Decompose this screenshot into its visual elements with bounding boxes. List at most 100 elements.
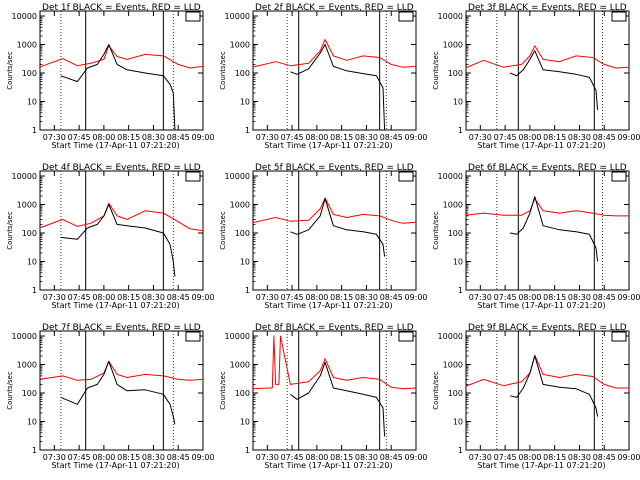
y-tick-label: 10: [27, 258, 37, 267]
y-axis-label: Counts/sec: [219, 211, 227, 250]
x-tick-label: 08:45: [380, 453, 403, 462]
y-tick-label: 100: [235, 389, 250, 398]
legend-box: [611, 11, 627, 22]
x-tick-label: 07:30: [43, 293, 66, 302]
series-lld-red: [39, 202, 204, 232]
x-axis-label: Start Time (17-Apr-11 07:21:20): [477, 461, 605, 470]
y-tick-label: 10: [27, 98, 37, 107]
y-tick-label: 1000: [230, 361, 250, 370]
y-tick-label: 10000: [225, 332, 250, 341]
x-tick-label: 08:15: [117, 133, 140, 142]
x-tick-label: 07:45: [494, 453, 517, 462]
y-tick-label: 100: [235, 229, 250, 238]
plot-frame: [252, 170, 417, 291]
y-tick-label: 1: [32, 446, 37, 455]
x-tick-label: 08:15: [543, 293, 566, 302]
y-tick-label: 1: [458, 126, 463, 135]
x-tick-label: 08:00: [518, 293, 541, 302]
x-tick-label: 08:45: [593, 293, 616, 302]
series-lld-red: [39, 360, 204, 381]
x-tick-label: 08:45: [593, 133, 616, 142]
x-tick-label: 07:45: [494, 133, 517, 142]
y-tick-label: 10: [453, 258, 463, 267]
legend-box: [185, 331, 201, 342]
series-lld-red: [465, 354, 629, 389]
y-tick-label: 100: [235, 69, 250, 78]
y-axis-label: Counts/sec: [6, 51, 14, 90]
plot-frame: [465, 170, 630, 291]
x-axis-label: Start Time (17-Apr-11 07:21:20): [51, 461, 179, 470]
series-events-black: [509, 50, 599, 111]
y-axis-label: Counts/sec: [6, 211, 14, 250]
y-axis-label: Counts/sec: [432, 51, 440, 90]
plot-frame: [252, 10, 417, 131]
y-axis-label: Counts/sec: [219, 51, 227, 90]
x-tick-label: 08:45: [167, 453, 190, 462]
series-events-black: [60, 360, 176, 425]
panel-3: Det 3f BLACK = Events, RED = LLD Counts/s…: [432, 3, 640, 150]
x-axis-label: Start Time (17-Apr-11 07:21:20): [264, 301, 392, 310]
legend-box: [398, 331, 414, 342]
x-tick-label: 07:45: [68, 453, 91, 462]
x-tick-label: 09:00: [191, 293, 214, 302]
y-tick-label: 10: [453, 418, 463, 427]
y-axis-label: Counts/sec: [432, 211, 440, 250]
x-tick-label: 07:45: [68, 293, 91, 302]
series-events-black: [60, 204, 176, 277]
panel-title: Det 4f BLACK = Events, RED = LLD: [42, 163, 201, 173]
y-tick-label: 1000: [230, 201, 250, 210]
legend-box: [185, 11, 201, 22]
x-tick-label: 08:45: [380, 293, 403, 302]
series-events-black: [290, 198, 386, 257]
plot-frame: [39, 10, 204, 131]
y-axis-label: Counts/sec: [6, 371, 14, 410]
panel-5: Det 5f BLACK = Events, RED = LLD Counts/s…: [219, 163, 428, 310]
x-tick-label: 07:45: [494, 293, 517, 302]
x-tick-label: 08:45: [167, 133, 190, 142]
x-tick-label: 08:15: [330, 453, 353, 462]
y-tick-label: 10000: [438, 332, 463, 341]
x-tick-label: 08:45: [380, 133, 403, 142]
x-tick-label: 08:30: [142, 293, 165, 302]
plot-frame: [39, 330, 204, 451]
series-events-black: [290, 44, 386, 131]
y-tick-label: 100: [448, 69, 463, 78]
x-tick-label: 09:00: [617, 133, 640, 142]
x-tick-label: 08:15: [330, 293, 353, 302]
plot-frame: [465, 10, 630, 131]
y-axis-label: Counts/sec: [219, 371, 227, 410]
panel-title: Det 3f BLACK = Events, RED = LLD: [468, 3, 627, 13]
y-tick-label: 1: [32, 286, 37, 295]
y-tick-label: 1000: [443, 201, 463, 210]
x-axis-label: Start Time (17-Apr-11 07:21:20): [264, 141, 392, 150]
y-tick-label: 1: [32, 126, 37, 135]
x-tick-label: 08:30: [355, 453, 378, 462]
y-tick-label: 1000: [17, 201, 37, 210]
x-tick-label: 08:30: [568, 453, 591, 462]
series-lld-red: [252, 39, 417, 68]
x-tick-label: 07:30: [469, 133, 492, 142]
x-tick-label: 08:00: [92, 133, 115, 142]
legend-box: [185, 171, 201, 182]
x-tick-label: 08:15: [543, 133, 566, 142]
panel-title: Det 6f BLACK = Events, RED = LLD: [468, 163, 627, 173]
panel-title: Det 9f BLACK = Events, RED = LLD: [468, 323, 627, 333]
y-tick-label: 100: [22, 389, 37, 398]
y-tick-label: 10000: [12, 332, 37, 341]
y-tick-label: 1000: [230, 41, 250, 50]
x-tick-label: 08:00: [305, 133, 328, 142]
x-tick-label: 07:45: [281, 133, 304, 142]
legend-box: [398, 11, 414, 22]
series-events-black: [509, 355, 599, 417]
series-events-black: [510, 196, 599, 262]
x-tick-label: 07:30: [469, 293, 492, 302]
series-lld-red: [465, 45, 630, 69]
plot-frame: [39, 170, 204, 291]
x-tick-label: 08:45: [593, 453, 616, 462]
x-tick-label: 08:00: [92, 453, 115, 462]
panel-title: Det 7f BLACK = Events, RED = LLD: [42, 323, 201, 333]
x-tick-label: 07:30: [43, 133, 66, 142]
y-tick-label: 10: [240, 98, 250, 107]
x-tick-label: 09:00: [191, 133, 214, 142]
